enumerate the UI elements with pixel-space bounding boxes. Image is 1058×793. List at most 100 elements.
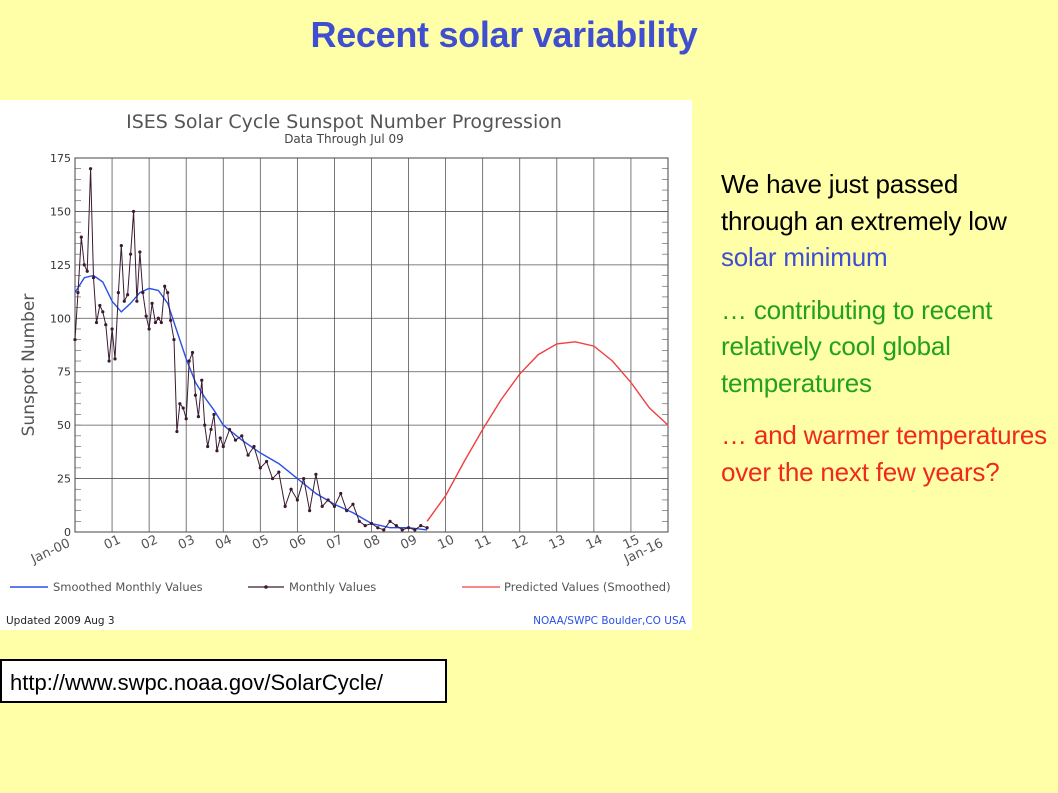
x-tick-label: 13 — [547, 533, 568, 554]
x-tick-label: Jan-00 — [28, 536, 73, 567]
monthly-value-point — [73, 338, 77, 342]
monthly-value-point — [320, 504, 324, 508]
y-tick-label: 100 — [50, 312, 71, 325]
monthly-value-point — [159, 320, 163, 325]
monthly-value-point — [200, 378, 204, 382]
monthly-value-point — [419, 523, 423, 528]
chart-legend: Smoothed Monthly Values Monthly Values P… — [10, 580, 671, 594]
x-tick-label: 02 — [139, 533, 160, 554]
monthly-value-point — [215, 449, 219, 453]
monthly-value-point — [150, 301, 154, 305]
bullet-cool-temperatures: … contributing to recent relatively cool… — [721, 294, 993, 398]
x-tick-label: 10 — [435, 533, 456, 554]
monthly-value-point — [206, 444, 210, 449]
monthly-value-point — [110, 327, 114, 331]
y-tick-label: 175 — [50, 152, 71, 165]
y-tick-label: 0 — [64, 526, 71, 539]
sunspot-chart: ISES Solar Cycle Sunspot Number Progress… — [6, 111, 687, 627]
monthly-value-point — [314, 472, 318, 476]
monthly-values-line — [74, 168, 428, 531]
monthly-value-point — [153, 320, 158, 325]
monthly-value-point — [144, 314, 148, 318]
bullet-1-highlight: solar minimum — [721, 242, 888, 272]
legend-monthly-label: Monthly Values — [289, 580, 376, 594]
x-tick-label: 08 — [361, 533, 382, 554]
monthly-value-point — [126, 293, 130, 297]
monthly-value-point — [339, 491, 343, 496]
noaa-credit: NOAA/SWPC Boulder,CO USA — [533, 615, 687, 627]
x-tick-label: 15 — [621, 533, 642, 554]
bullet-text: We have just passed through an extremely… — [721, 166, 1051, 506]
x-tick-label: 14 — [584, 533, 605, 554]
monthly-value-point — [166, 291, 170, 295]
monthly-value-point — [169, 318, 173, 323]
x-tick-label: 09 — [398, 533, 419, 554]
smoothed-monthly-line — [74, 274, 428, 531]
monthly-value-point — [218, 436, 222, 440]
monthly-value-point — [413, 528, 417, 532]
monthly-value-point — [376, 526, 380, 530]
monthly-value-point — [265, 459, 269, 464]
chart-subtitle: Data Through Jul 09 — [284, 132, 404, 146]
x-tick-label: 05 — [250, 533, 271, 554]
monthly-value-point — [172, 338, 176, 342]
monthly-value-point — [196, 414, 201, 419]
monthly-value-point — [178, 402, 182, 406]
chart-title: ISES Solar Cycle Sunspot Number Progress… — [126, 111, 562, 133]
monthly-value-point — [141, 291, 145, 295]
monthly-value-point — [128, 252, 133, 256]
slide-title: Recent solar variability — [310, 14, 698, 55]
monthly-value-point — [363, 523, 367, 528]
predicted-values-line — [426, 341, 669, 522]
monthly-value-point — [91, 276, 96, 280]
monthly-value-point — [369, 521, 374, 526]
chart-series — [73, 167, 669, 532]
monthly-value-point — [221, 444, 225, 449]
monthly-value-point — [326, 498, 330, 502]
monthly-value-point — [240, 434, 244, 438]
legend-monthly-marker — [264, 585, 268, 589]
y-tick-labels: 0 25 50 75 100 125 150 175 — [50, 152, 71, 539]
monthly-value-point — [295, 498, 299, 502]
y-tick-label: 50 — [57, 419, 71, 432]
monthly-value-point — [289, 487, 293, 491]
monthly-value-point — [270, 476, 275, 481]
monthly-value-point — [85, 269, 89, 273]
monthly-value-point — [94, 320, 99, 325]
monthly-value-point — [175, 429, 179, 434]
source-url[interactable]: http://www.swpc.noaa.gov/SolarCycle/ — [0, 659, 447, 703]
monthly-value-point — [246, 453, 250, 457]
x-tick-label: 04 — [213, 533, 234, 554]
bullet-solar-minimum: We have just passed through an extremely… — [721, 166, 1051, 276]
monthly-value-point — [400, 528, 404, 532]
x-tick-label: 07 — [324, 533, 345, 554]
monthly-value-point — [119, 244, 123, 248]
monthly-value-point — [181, 406, 185, 410]
updated-date: Updated 2009 Aug 3 — [6, 615, 115, 627]
monthly-value-point — [351, 502, 355, 506]
monthly-value-point — [138, 250, 142, 254]
monthly-value-point — [277, 470, 281, 474]
monthly-value-point — [332, 504, 337, 508]
monthly-value-point — [135, 299, 139, 303]
monthly-value-point — [190, 350, 195, 355]
x-tick-label: 03 — [176, 533, 197, 554]
monthly-value-point — [79, 235, 83, 239]
monthly-value-point — [122, 299, 126, 303]
monthly-value-point — [425, 526, 429, 530]
bullet-warmer-temperatures: … and warmer temperatures over the next … — [721, 420, 1047, 487]
monthly-value-point — [394, 523, 398, 528]
monthly-value-point — [388, 519, 392, 523]
monthly-value-point — [113, 357, 117, 361]
monthly-value-point — [107, 359, 111, 363]
monthly-value-point — [193, 393, 198, 397]
x-tick-label: 01 — [102, 533, 123, 554]
monthly-value-point — [357, 519, 361, 523]
x-tick-label: 12 — [510, 533, 531, 554]
monthly-value-point — [406, 526, 411, 530]
monthly-value-point — [116, 291, 120, 295]
monthly-value-point — [227, 427, 232, 432]
chart-grid — [74, 157, 669, 533]
bullet-1-text: We have just passed through an extremely… — [721, 169, 1007, 236]
monthly-value-point — [101, 310, 105, 314]
